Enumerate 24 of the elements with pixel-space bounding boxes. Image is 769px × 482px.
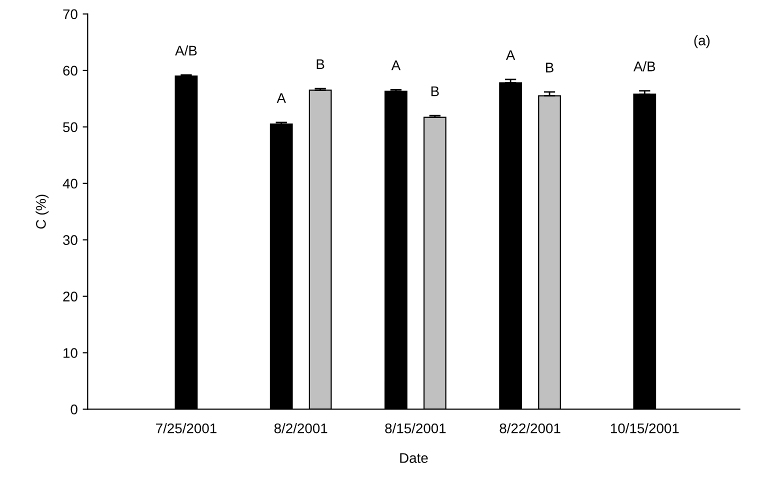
y-tick-label: 50 <box>63 122 78 132</box>
x-axis-title: Date <box>400 453 428 463</box>
data-label: B <box>316 59 324 69</box>
x-tick-label: 8/15/2001 <box>385 423 446 434</box>
data-label: B <box>431 86 439 96</box>
y-tick-label: 20 <box>63 292 78 302</box>
y-tick-label: 70 <box>63 9 78 20</box>
y-tick-label: 10 <box>64 348 78 358</box>
y-tick-label: 30 <box>63 235 78 245</box>
x-tick-label: 8/2/2001 <box>274 423 328 434</box>
data-label: A <box>391 60 401 70</box>
y-tick-label: 40 <box>62 178 78 189</box>
y-tick-label: 0 <box>70 404 78 414</box>
data-label: B <box>546 62 554 72</box>
data-label: A/B <box>175 45 197 56</box>
y-tick-label: 60 <box>63 66 78 76</box>
data-label: A/B <box>633 61 656 72</box>
y-axis-title: C (%) <box>36 194 49 229</box>
annotation: (a) <box>694 35 710 48</box>
x-tick-label: 10/15/2001 <box>610 423 679 434</box>
x-tick-label: 8/22/2001 <box>500 423 560 434</box>
data-label: A <box>506 50 516 60</box>
x-tick-label: 7/25/2001 <box>156 423 216 434</box>
data-label: A <box>276 93 286 103</box>
